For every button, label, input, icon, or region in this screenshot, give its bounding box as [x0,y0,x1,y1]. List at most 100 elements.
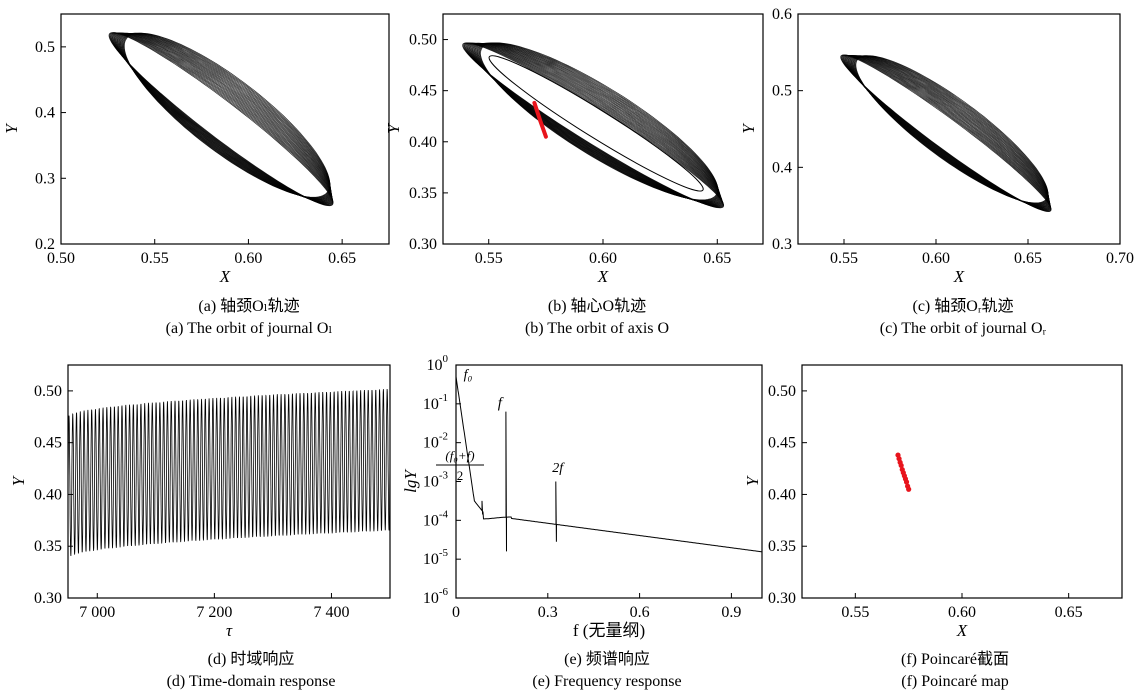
y-tick-label-f: 0.30 [768,590,796,607]
orbit-loop-c [842,54,1051,211]
orbit-loop-c [851,55,1050,206]
poincare-point [898,462,904,469]
orbit-loop-a [123,32,331,198]
y-tick-label-e: 10-3 [423,470,449,491]
y-tick-label-e: 100 [427,353,449,374]
x-tick-label-e: 0.3 [538,604,558,621]
poincare-point [906,486,912,492]
y-tick-label-f: 0.45 [768,435,796,452]
x-tick-label-b: 0.60 [589,250,617,267]
x-axis-label-b: X [597,267,609,286]
y-axis-label-e: lgY [401,469,420,493]
orbit-loop-a [109,32,334,206]
y-tick-label-d: 0.30 [34,590,62,607]
x-tick-label-e: 0.6 [630,604,650,621]
orbit-loop-c [845,55,1051,209]
orbit-loop-a [121,32,331,200]
caption-e-cn: (e) 频谱响应 [564,651,650,668]
orbit-loop-c [844,55,1051,210]
y-tick-label-e: 10-4 [423,508,449,529]
y-tick-label-b: 0.45 [409,83,437,100]
plot-frame-c [797,13,1121,245]
caption-d-cn: (d) 时域响应 [207,651,295,668]
x-tick-label-e: 0 [452,604,460,621]
orbit-loop-a [109,32,334,206]
orbit-loop-c [848,55,1050,208]
orbit-loop-a [111,32,333,205]
orbit-loop-a [114,32,332,203]
x-tick-label-b: 0.55 [475,250,503,267]
plot-frame-a [60,13,390,245]
time-series-line [67,388,391,557]
x-axis-label-f: X [956,621,968,640]
y-axis-label-f: Y [743,475,762,486]
plot-frame-d [67,364,391,599]
x-tick-label-c: 0.55 [830,250,858,267]
orbit-loop-c [847,55,1050,208]
peak-label-f0: f₀ [464,368,473,383]
peak-label-f: f [498,396,504,412]
orbit-loop-a [119,32,331,200]
caption-c-en: (c) The orbit of journal Oᵣ [879,320,1047,337]
y-tick-label-e: 10-1 [423,392,448,413]
orbit-loop-c [855,55,1049,204]
orbit-loop-c [853,55,1049,205]
peak-label-mid-den: 2 [457,468,464,483]
y-tick-label-d: 0.35 [34,538,62,555]
x-tick-label-e: 0.9 [721,604,741,621]
y-axis-label-d: Y [9,475,28,486]
plot-frame-f [801,364,1123,599]
poincare-point [903,479,910,485]
y-axis-label-a: Y [2,123,21,134]
x-tick-label-b: 0.65 [703,250,731,267]
caption-b-cn: (b) 轴心O轨迹 [547,298,647,315]
caption-a-cn: (a) 轴颈Oₗ轨迹 [198,298,300,315]
caption-e-en: (e) Frequency response [532,673,682,690]
y-tick-label-e: 10-6 [423,586,449,607]
orbit-loop-a [110,32,333,205]
chart-a: 0.50 0.55 0.60 0.65 0.2 0.3 0.4 0.5 X Y [2,13,390,286]
orbit-loop-c [852,55,1049,205]
x-tick-label-f: 0.55 [841,604,869,621]
y-tick-label-a: 0.3 [35,170,55,187]
orbit-loop-c [847,55,1050,208]
y-tick-label-d: 0.45 [34,435,62,452]
orbit-loop-b [466,42,723,207]
orbit-loop-a [108,32,334,207]
caption-c-cn: (c) 轴颈Oᵣ轨迹 [912,298,1014,315]
orbit-loop-a [123,32,331,198]
orbit-loop-c [850,55,1050,207]
x-tick-label-f: 0.60 [948,604,976,621]
orbit-loop-c [840,54,1052,212]
orbit-loop-a [122,32,331,199]
orbit-loop-c [848,55,1050,207]
orbit-loop-c [850,55,1050,206]
x-tick-label-c: 0.60 [922,250,950,267]
caption-d-en: (d) Time-domain response [166,673,336,690]
spectrum-line [455,376,762,553]
orbit-loop-c [849,55,1050,207]
x-axis-label-d: τ [226,621,233,640]
x-tick-label-a: 0.55 [141,250,169,267]
x-tick-label-f: 0.65 [1055,604,1083,621]
y-tick-label-c: 0.6 [772,6,792,23]
orbit-loop-a [118,32,332,201]
chart-d: 7 000 7 200 7 400 0.30 0.35 0.40 0.45 0.50 τ Y [9,364,391,640]
peak-label-mid-num: (f₀+f) [445,448,474,463]
peak-label-2f: 2f [552,461,565,476]
y-tick-label-d: 0.40 [34,486,62,503]
orbit-loop-c [854,55,1049,204]
y-tick-label-b: 0.50 [409,32,437,49]
orbit-loop-b [480,42,719,201]
y-tick-label-c: 0.5 [772,83,792,100]
y-tick-label-b: 0.35 [409,185,437,202]
y-axis-label-b: Y [384,123,403,134]
orbit-loop-c [844,55,1051,210]
chart-c: 0.55 0.60 0.65 0.70 0.3 0.4 0.5 0.6 X Y [739,6,1134,286]
x-tick-label-c: 0.70 [1106,250,1134,267]
x-tick-label-d: 7 400 [313,604,349,621]
y-tick-label-d: 0.50 [34,383,62,400]
orbit-loop-c [840,54,1052,212]
y-tick-label-f: 0.50 [768,383,796,400]
